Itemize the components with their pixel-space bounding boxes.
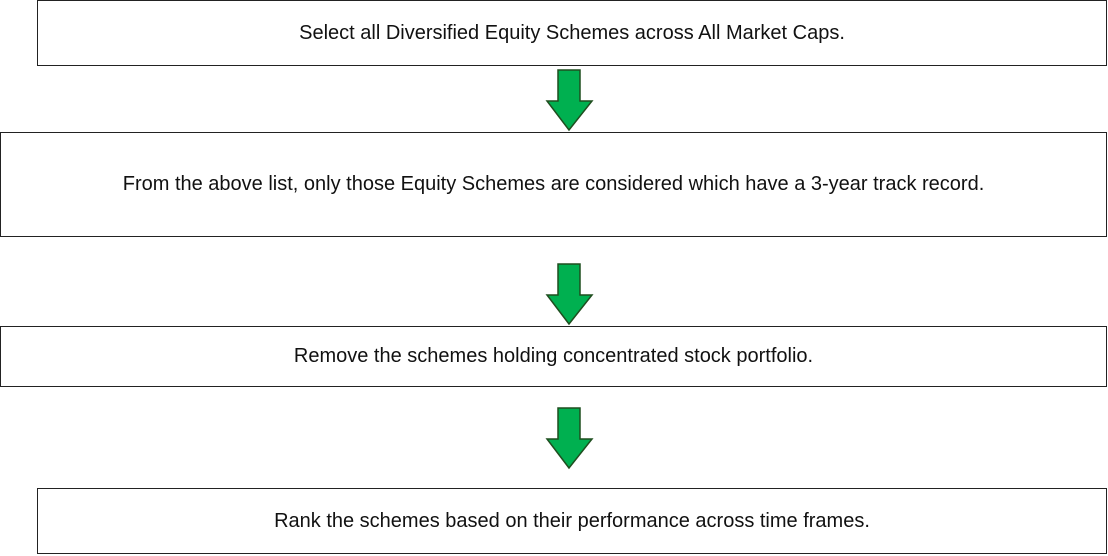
step-box: Select all Diversified Equity Schemes ac…: [37, 0, 1107, 66]
down-arrow: [545, 69, 594, 132]
step-box: Remove the schemes holding concentrated …: [0, 326, 1107, 387]
down-arrow: [545, 407, 594, 470]
step-text: From the above list, only those Equity S…: [122, 173, 985, 195]
step-text: Select all Diversified Equity Schemes ac…: [299, 21, 845, 44]
step-box: Rank the schemes based on their performa…: [37, 488, 1107, 554]
step-box: From the above list, only those Equity S…: [0, 132, 1107, 237]
step-text: Rank the schemes based on their performa…: [274, 509, 870, 532]
step-text: Remove the schemes holding concentrated …: [293, 345, 814, 367]
down-arrow: [545, 263, 594, 326]
